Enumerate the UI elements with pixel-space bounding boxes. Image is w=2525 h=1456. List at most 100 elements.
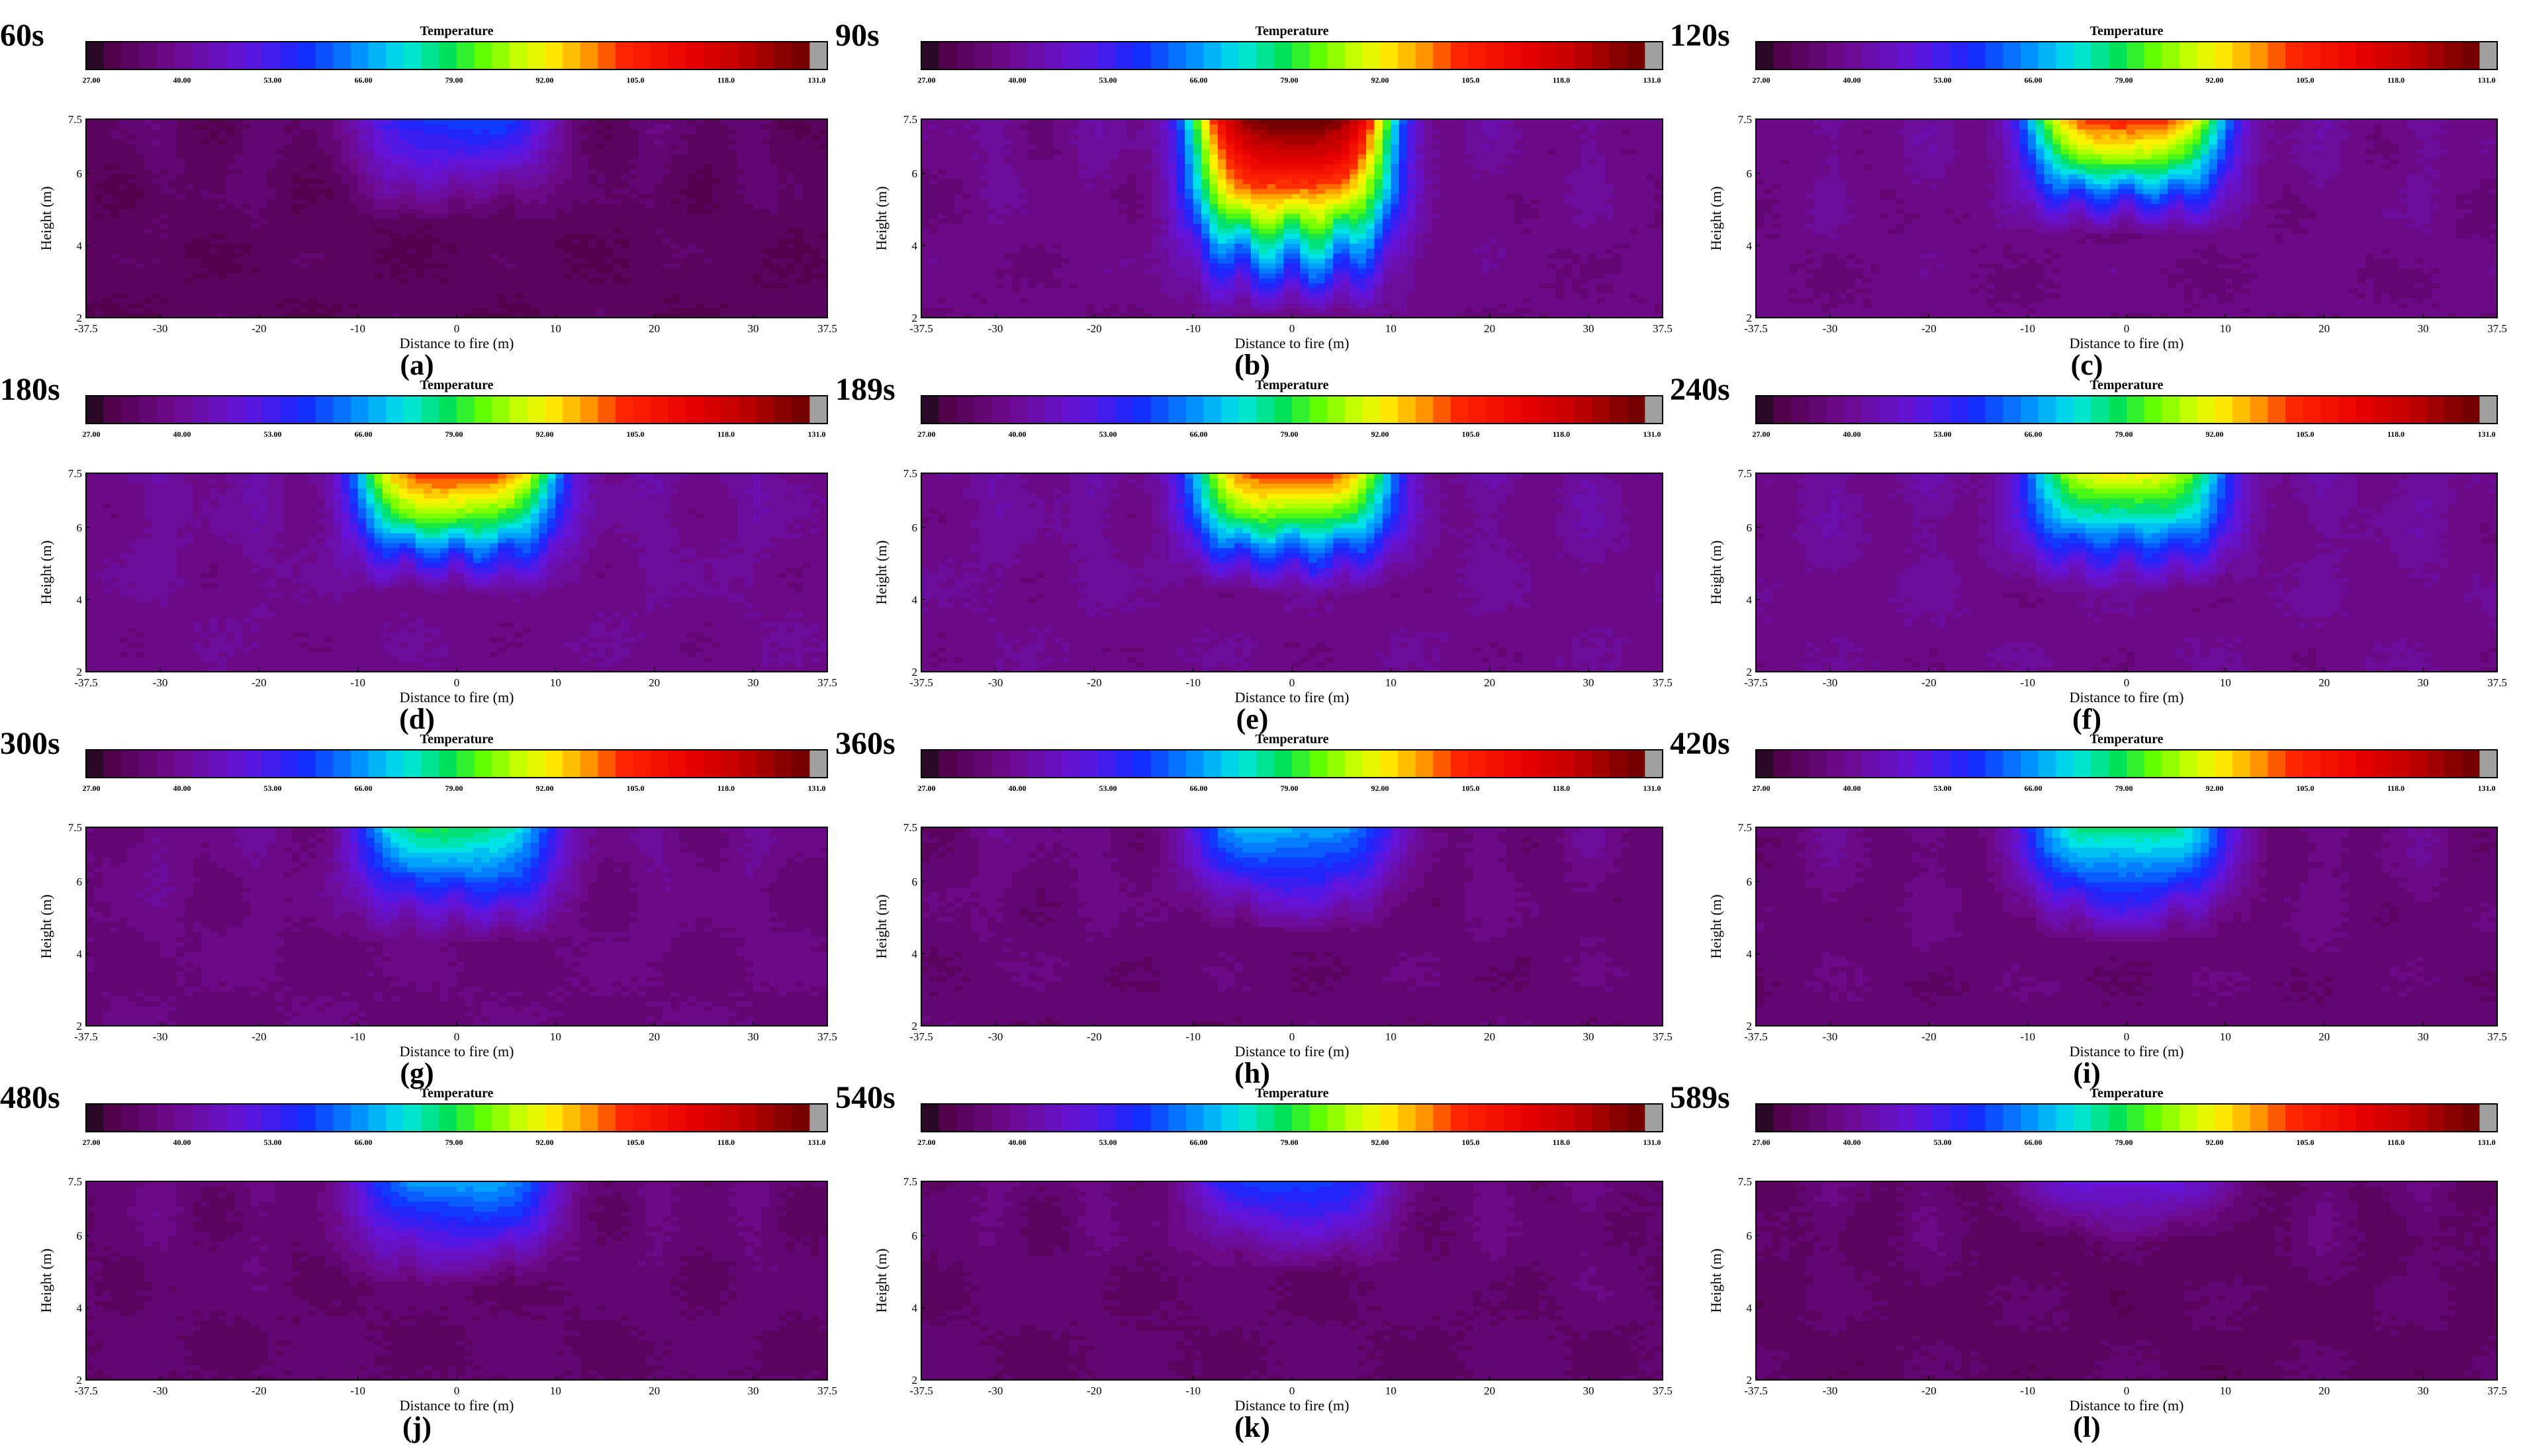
x-tick-label: -37.5	[74, 1385, 97, 1397]
colorbar-swatch	[809, 396, 828, 424]
colorbar-tick-label: 66.00	[2025, 430, 2043, 439]
colorbar-swatch	[103, 1104, 122, 1132]
colorbar-swatch	[2285, 1104, 2304, 1132]
colorbar-swatch	[2197, 1104, 2215, 1132]
colorbar-swatch	[510, 42, 528, 69]
y-tick-label: 4	[1747, 594, 1753, 606]
colorbar-swatch	[474, 1104, 492, 1132]
colorbar-swatch	[457, 42, 475, 69]
x-tick-label: 10	[2220, 1030, 2231, 1043]
colorbar-swatch	[1062, 1104, 1081, 1132]
time-label: 480s	[0, 1082, 60, 1114]
colorbar-swatch	[2091, 396, 2109, 424]
colorbar-swatch	[1539, 42, 1557, 69]
colorbar-swatch	[1592, 750, 1610, 778]
colorbar-swatch	[368, 396, 387, 424]
colorbar-swatch	[563, 42, 581, 69]
x-axis-label: Distance to fire (m)	[400, 1397, 514, 1414]
colorbar-swatch	[1203, 42, 1222, 69]
colorbar-swatch	[2444, 1104, 2463, 1132]
colorbar-tick-label: 53.00	[1099, 1138, 1117, 1147]
colorbar-swatch	[1009, 1104, 1028, 1132]
colorbar-swatch	[757, 396, 775, 424]
colorbar-swatch	[315, 1104, 334, 1132]
x-tick-label: 37.5	[2487, 322, 2507, 335]
colorbar-swatch	[686, 396, 704, 424]
colorbar-swatch	[651, 750, 669, 778]
colorbar-swatch	[1915, 42, 1933, 69]
y-axis-label: Height (m)	[873, 1248, 890, 1312]
colorbar-swatch	[2180, 1104, 2198, 1132]
colorbar-swatch	[651, 1104, 669, 1132]
temperature-field	[1756, 827, 2498, 1026]
colorbar-swatch	[668, 1104, 687, 1132]
y-tick-label: 7.5	[1738, 113, 1752, 126]
colorbar-swatch	[2373, 1104, 2392, 1132]
y-tick-label: 2	[1747, 1020, 1753, 1032]
y-tick-label: 2	[912, 312, 918, 324]
colorbar-swatch	[527, 42, 545, 69]
colorbar-tick-label: 53.00	[1934, 784, 1952, 793]
colorbar-swatch	[1027, 42, 1046, 69]
colorbar-tick-label: 131.0	[808, 784, 826, 793]
colorbar-swatch	[227, 1104, 246, 1132]
colorbar-swatch	[1009, 42, 1028, 69]
colorbar-tick-label: 92.00	[1371, 1138, 1389, 1147]
colorbar-swatch	[2444, 396, 2463, 424]
x-tick-label: 10	[550, 322, 561, 335]
colorbar-tick-label: 105.0	[627, 784, 645, 793]
panel-h: Temperature 27.00 40.00 53.00 66.00 79.00 92.0…	[835, 728, 1673, 1088]
colorbar-swatch	[1897, 396, 1915, 424]
colorbar-swatch	[457, 750, 475, 778]
colorbar-swatch	[2303, 750, 2321, 778]
colorbar-swatch	[2003, 42, 2021, 69]
colorbar-swatch	[939, 42, 957, 69]
colorbar-tick-label: 53.00	[264, 784, 282, 793]
colorbar-swatch	[757, 1104, 775, 1132]
colorbar-swatch	[563, 396, 581, 424]
colorbar-swatch	[616, 42, 634, 69]
x-tick-label: 10	[1385, 322, 1397, 335]
colorbar-swatch	[2320, 750, 2339, 778]
colorbar-swatch	[651, 42, 669, 69]
colorbar-tick-label: 118.0	[717, 430, 735, 439]
panel-letter: (h)	[835, 1059, 1669, 1088]
x-tick-label: 37.5	[1653, 322, 1673, 335]
time-label: 300s	[0, 728, 60, 760]
colorbar-swatch	[1274, 750, 1293, 778]
colorbar-swatch	[792, 750, 810, 778]
colorbar-tick-label: 79.00	[1281, 430, 1299, 439]
colorbar-swatch	[156, 1104, 175, 1132]
colorbar-tick-label: 66.00	[1190, 430, 1208, 439]
colorbar-swatch	[492, 1104, 510, 1132]
colorbar-swatch	[1186, 42, 1205, 69]
colorbar-swatch	[991, 750, 1010, 778]
colorbar-swatch	[2215, 1104, 2233, 1132]
colorbar-tick-label: 40.00	[173, 430, 191, 439]
colorbar-swatch	[1398, 396, 1416, 424]
colorbar-swatch	[774, 42, 793, 69]
colorbar-swatch	[1932, 1104, 1951, 1132]
colorbar-swatch	[1985, 396, 2003, 424]
colorbar-swatch	[563, 1104, 581, 1132]
colorbar-tick-label: 53.00	[1099, 75, 1117, 85]
colorbar-swatch	[298, 42, 316, 69]
colorbar-swatch	[2461, 1104, 2480, 1132]
colorbar-swatch	[580, 750, 598, 778]
x-axis-label: Distance to fire (m)	[1235, 689, 1350, 705]
colorbar-swatch	[1097, 42, 1116, 69]
colorbar-swatch	[545, 42, 563, 69]
colorbar-swatch	[2003, 1104, 2021, 1132]
colorbar-swatch	[2338, 1104, 2357, 1132]
colorbar-swatch	[2426, 396, 2445, 424]
y-tick-label: 2	[1747, 312, 1753, 324]
colorbar-swatch	[1062, 396, 1081, 424]
y-tick-label: 7.5	[1738, 467, 1752, 480]
x-tick-label: 10	[550, 1030, 561, 1043]
x-tick-label: 0	[1289, 1030, 1295, 1043]
x-axis-label: Distance to fire (m)	[2070, 689, 2184, 705]
x-tick-label: -10	[350, 322, 365, 335]
x-tick-label: -20	[1087, 1385, 1102, 1397]
panel-letter: (i)	[1670, 1059, 2504, 1088]
time-label: 189s	[835, 374, 895, 406]
